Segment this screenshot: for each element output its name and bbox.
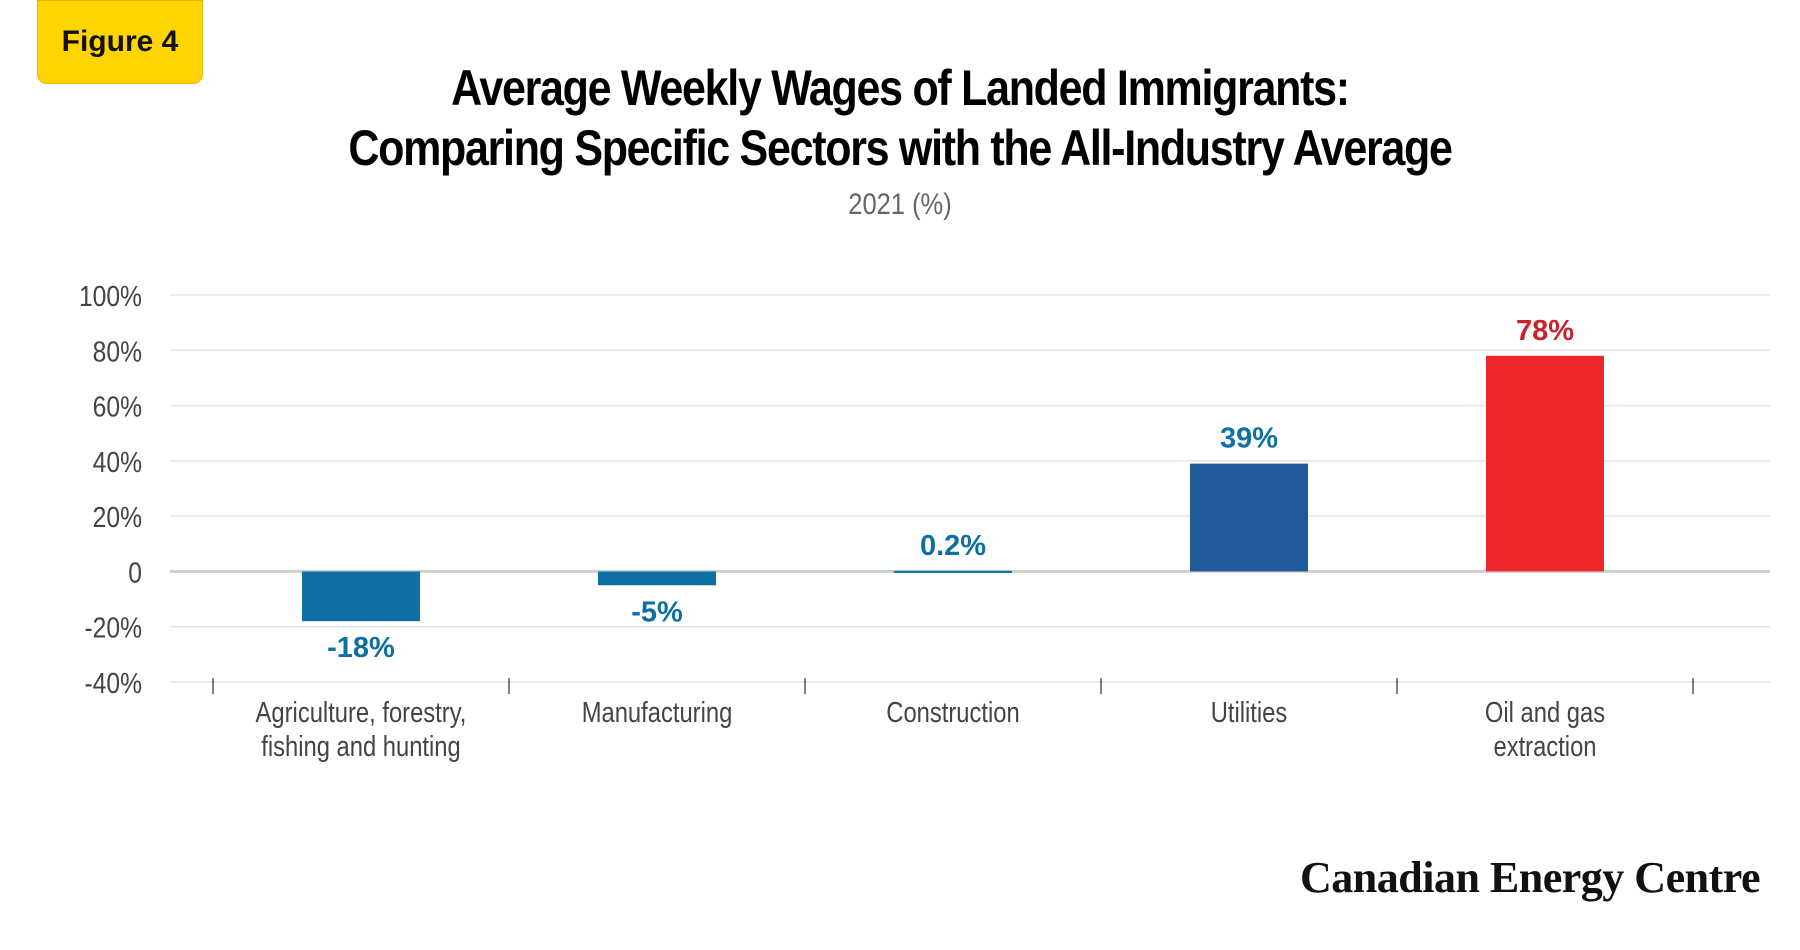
bar xyxy=(598,571,716,586)
bar xyxy=(302,571,420,622)
data-label: -5% xyxy=(631,596,683,628)
y-tick-label: -20% xyxy=(84,612,142,644)
y-tick-label: 0 xyxy=(128,557,142,589)
y-tick-label: 100% xyxy=(79,280,142,312)
x-category-label: Manufacturing xyxy=(582,696,733,729)
y-tick-label: 20% xyxy=(93,501,142,533)
chart-title: Average Weekly Wages of Landed Immigrant… xyxy=(126,58,1674,178)
brand-logo-text: Canadian Energy Centre xyxy=(1300,853,1760,902)
bar xyxy=(894,570,1012,573)
x-category-label: Oil and gas xyxy=(1485,696,1605,729)
chart-title-line-2: Comparing Specific Sectors with the All-… xyxy=(348,120,1453,176)
y-tick-label: 60% xyxy=(93,391,142,423)
data-label: -18% xyxy=(327,632,395,664)
x-category-label: extraction xyxy=(1493,730,1596,763)
data-label: 78% xyxy=(1516,315,1574,347)
y-tick-label: 80% xyxy=(93,335,142,367)
data-label: 39% xyxy=(1220,423,1278,455)
x-category-label: Construction xyxy=(886,696,1019,729)
y-tick-label: -40% xyxy=(84,667,142,699)
data-label: 0.2% xyxy=(920,530,986,562)
x-category-label: Utilities xyxy=(1211,696,1288,729)
y-tick-label: 40% xyxy=(93,446,142,478)
chart-subtitle: 2021 (%) xyxy=(848,188,952,221)
bar xyxy=(1486,355,1604,572)
x-category-label: Agriculture, forestry, xyxy=(256,696,467,729)
bar xyxy=(1190,463,1308,572)
chart-title-line-1: Average Weekly Wages of Landed Immigrant… xyxy=(451,60,1350,116)
figure-badge: Figure 4 xyxy=(37,0,203,84)
x-category-label: fishing and hunting xyxy=(261,730,461,763)
